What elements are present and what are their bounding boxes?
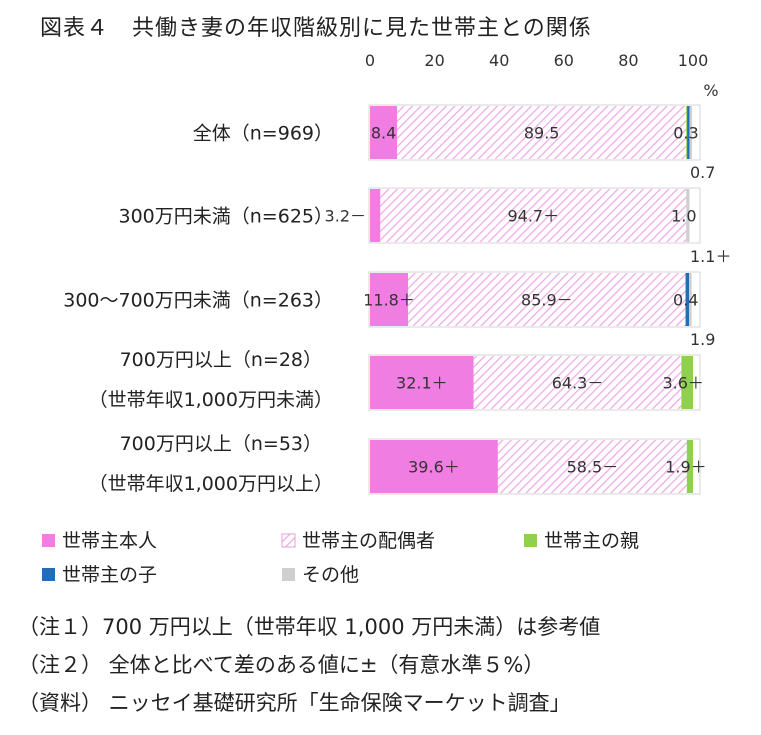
legend-swatch [42,568,55,581]
legend-label: 世帯主の親 [544,530,639,552]
bar-segment [370,356,474,409]
data-label: 8.4 [371,124,396,143]
note-3: （資料） ニッセイ基礎研究所「生命保険マーケット調査」 [18,691,571,715]
data-label: 0.4 [673,291,698,310]
data-label: 39.6＋ [408,458,460,477]
x-tick-label: 60 [554,51,574,70]
bar-segment [686,189,690,242]
bar-segment [408,273,686,326]
data-label: 1.0 [671,207,696,226]
legend-swatch [42,534,55,547]
bar-segment [681,356,693,409]
legend-item: その他 [282,564,359,586]
data-label: 94.7＋ [507,207,559,226]
data-label: 89.5 [524,124,560,143]
x-tick-label: 80 [618,51,638,70]
bar-row: 39.6＋ 58.5－ 1.9＋ [368,438,707,495]
category-label: 全体（n=969） [193,123,333,145]
x-tick-label: 40 [489,51,509,70]
note-2: （注２） 全体と比べて差のある値に±（有意水準５%） [18,653,545,677]
legend-label: 世帯主本人 [62,530,157,552]
note-1: （注１）700 万円以上（世帯年収 1,000 万円未満）は参考値 [18,615,601,639]
data-label: 3.6＋ [662,374,703,393]
bar-row: 32.1＋ 64.3－ 3.6＋ [368,354,704,411]
data-label-above: 1.9 [690,330,715,349]
x-tick-label: 0 [365,51,375,70]
legend-item: 世帯主の配偶者 [281,530,435,552]
bar-segment [473,356,682,409]
data-label: 3.2－ [325,207,366,226]
category-label-sub: （世帯年収1,000万円未満） [89,389,333,411]
category-label: 300～700万円未満（n=263） [63,290,333,312]
data-label-above: 1.1＋ [690,247,731,266]
bar-segment [689,106,692,159]
bar-row: 3.2－ 94.7＋ 1.0 [325,187,701,244]
legend-swatch [281,533,296,548]
notes: （注１）700 万円以上（世帯年収 1,000 万円未満）は参考値 （注２） 全… [18,608,600,722]
x-axis-unit: % [703,81,718,100]
legend-label: 世帯主の配偶者 [302,530,435,552]
legend-label: その他 [302,564,359,586]
bar-segment [687,106,690,159]
bar-segment [370,440,498,493]
legend-item: 世帯主本人 [42,530,157,552]
category-label: 700万円以上（n=53） [120,433,322,455]
category-labels: 全体（n=969） 300万円未満（n=625） 300～700万円未満（n=263… [63,123,333,496]
x-tick-label: 100 [678,51,709,70]
data-label: 0.3 [673,124,698,143]
bar-segment [380,189,687,242]
category-label: 700万円以上（n=28） [120,349,322,371]
bar-segment [497,440,687,493]
chart-title: 図表４ 共働き妻の年収階級別に見た世帯主との関係 [40,16,592,41]
legend-swatch [524,534,537,547]
bar-row: 11.8＋ 85.9－ 0.4 [363,271,701,328]
data-label: 64.3－ [552,374,604,393]
stacked-bar-chart: 0 20 40 60 80 100% 8.4 89.5 0.3 3.2－ 94.7＋ 1.0 11.8… [42,51,731,586]
category-label: 300万円未満（n=625） [119,206,334,228]
data-label: 58.5－ [567,458,619,477]
bar-segment [397,106,687,159]
bars: 8.4 89.5 0.3 3.2－ 94.7＋ 1.0 11.8＋ 85.9－ 0.4 32.1＋… [325,104,731,495]
bar-segment [685,273,690,326]
x-axis-ticks: 0 20 40 60 80 100% [365,51,719,100]
data-label-above: 0.7 [690,163,715,182]
data-label: 1.9＋ [665,458,706,477]
legend-label: 世帯主の子 [62,564,157,586]
data-label: 32.1＋ [396,374,448,393]
bar-segment [370,106,398,159]
bar-row: 8.4 89.5 0.3 [368,104,701,161]
legend-item: 世帯主の子 [42,564,157,586]
x-tick-label: 20 [424,51,444,70]
category-label-sub: （世帯年収1,000万円以上） [89,473,333,495]
data-label: 11.8＋ [363,291,415,310]
data-label: 85.9－ [521,291,573,310]
legend-item: 世帯主の親 [524,530,639,552]
bar-segment [689,273,692,326]
bar-segment [370,189,381,242]
bar-segment [686,440,693,493]
bar-segment [370,273,409,326]
legend-swatch [282,568,295,581]
